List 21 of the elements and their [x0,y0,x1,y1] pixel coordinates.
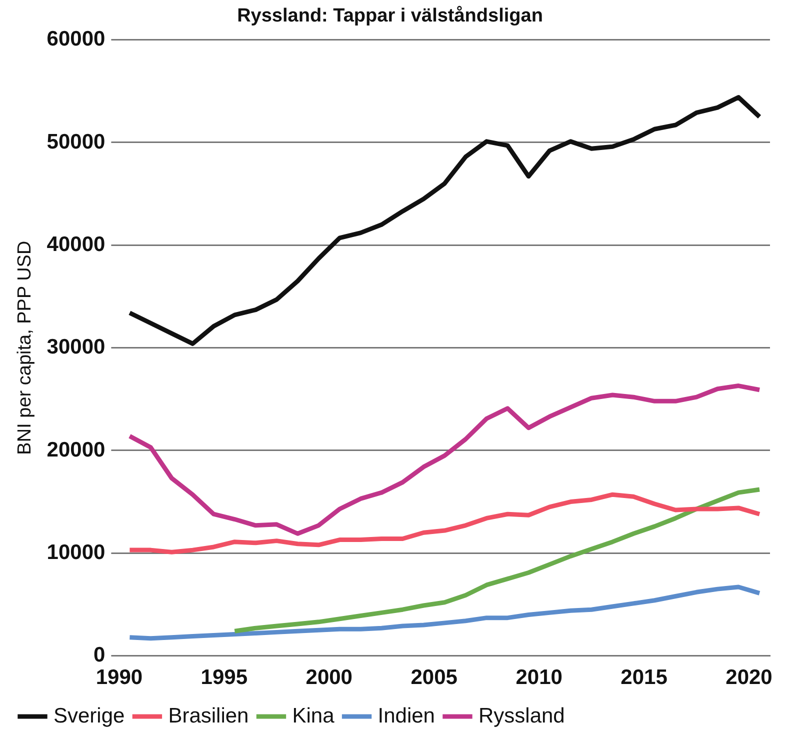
legend-label: Indien [378,704,435,728]
x-tick-label: 2015 [620,666,668,690]
y-tick-label: 50000 [46,130,106,154]
y-tick-label: 40000 [46,232,106,256]
x-tick-label: 1995 [200,666,248,690]
legend-label: Kina [292,704,335,728]
chart-title: Ryssland: Tappar i välståndsligan [237,6,543,27]
y-tick-label: 0 [94,644,106,667]
y-axis-title: BNI per capita, PPP USD [14,240,36,455]
y-tick-label: 20000 [46,438,106,462]
x-tick-label: 2010 [516,666,562,690]
y-tick-label: 30000 [46,336,106,359]
y-tick-label: 10000 [46,540,106,564]
x-tick-label: 1990 [96,666,143,690]
legend-label: Brasilien [168,704,249,728]
y-tick-label: 60000 [46,28,106,51]
x-tick-label: 2020 [726,666,772,690]
legend-label: Sverige [54,704,125,728]
legend-label: Ryssland [478,704,565,728]
x-tick-label: 2005 [410,666,458,690]
x-tick-label: 2000 [306,666,352,690]
